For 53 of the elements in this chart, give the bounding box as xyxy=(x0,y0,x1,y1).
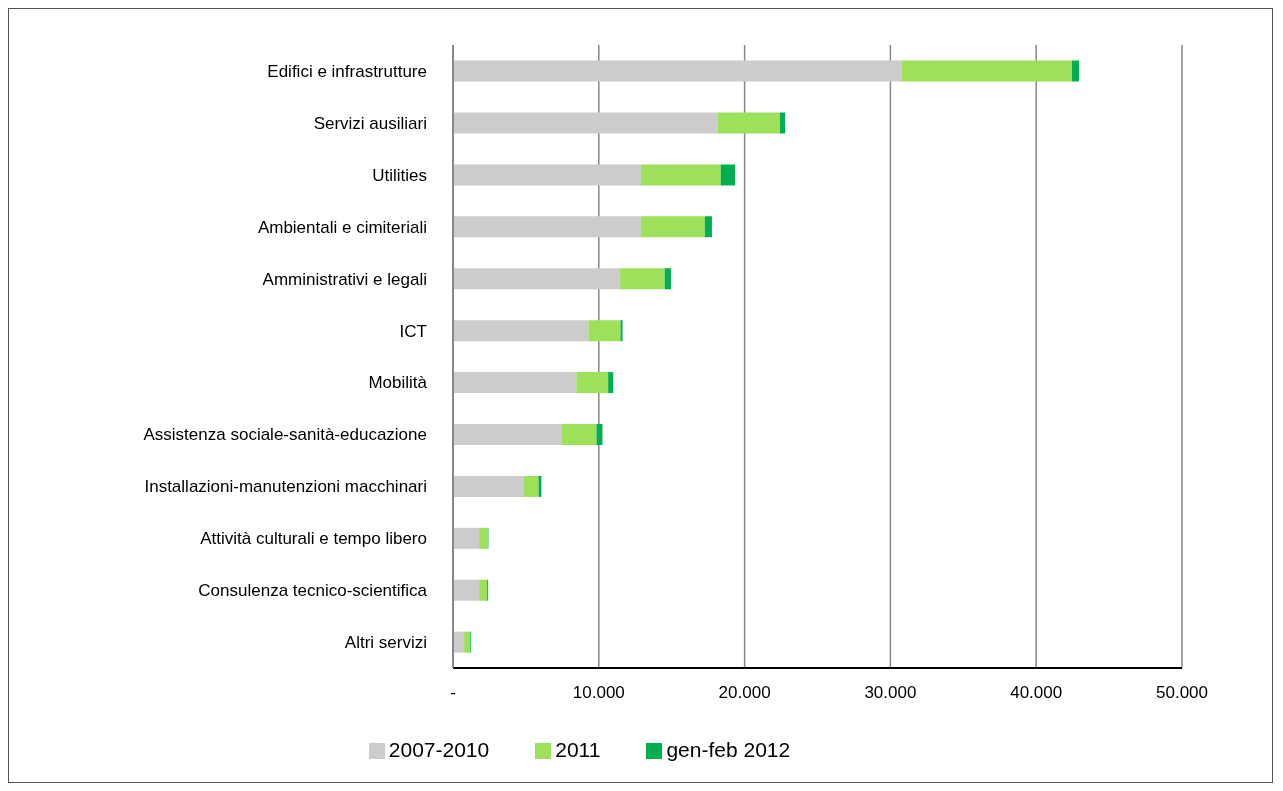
x-tick-label: 30.000 xyxy=(864,683,917,703)
bar xyxy=(608,372,614,394)
y-tick-label: Servizi ausiliari xyxy=(313,113,427,133)
bar xyxy=(901,60,1072,82)
x-tick-label: 10.000 xyxy=(572,683,625,703)
x-tick-label: 50.000 xyxy=(1156,683,1208,703)
bar xyxy=(453,320,589,342)
bar xyxy=(596,423,603,445)
bar xyxy=(453,268,621,290)
bar xyxy=(453,164,641,186)
bar xyxy=(453,475,524,497)
bar xyxy=(640,216,705,238)
bar xyxy=(453,423,562,445)
bar xyxy=(640,164,721,186)
bar xyxy=(1071,60,1080,82)
bar xyxy=(576,372,609,394)
bar xyxy=(717,112,781,134)
x-tick-label: - xyxy=(450,683,456,703)
y-tick-label: Installazioni-manutenzioni macchinari xyxy=(144,477,427,497)
bar xyxy=(620,268,665,290)
bar xyxy=(479,527,488,549)
legend-label: 2007-2010 xyxy=(388,738,490,761)
x-tick-label: 20.000 xyxy=(718,683,771,703)
legend-label: gen-feb 2012 xyxy=(666,738,791,761)
bar xyxy=(588,320,621,342)
y-tick-label: Mobilità xyxy=(368,373,428,393)
bar xyxy=(453,631,465,653)
y-tick-label: Amministrativi e legali xyxy=(262,269,427,289)
bar xyxy=(523,475,539,497)
bar xyxy=(479,579,488,601)
bar xyxy=(561,423,597,445)
bar xyxy=(464,631,471,653)
bar xyxy=(453,372,577,394)
y-tick-label: Utilities xyxy=(372,165,427,185)
bar xyxy=(453,216,641,238)
y-tick-label: Altri servizi xyxy=(344,633,427,653)
legend-label: 2011 xyxy=(555,738,601,761)
bar xyxy=(704,216,712,238)
bar xyxy=(720,164,736,186)
y-tick-label: Ambientali e cimiteriali xyxy=(257,217,427,237)
y-tick-label: Consulenza tecnico-scientifica xyxy=(198,581,428,601)
bar xyxy=(453,112,718,134)
bar xyxy=(453,579,480,601)
bar xyxy=(664,268,671,290)
y-tick-label: ICT xyxy=(399,321,427,341)
bar xyxy=(620,320,623,342)
y-tick-label: Edifici e infrastrutture xyxy=(267,61,427,81)
bar xyxy=(453,60,902,82)
bar xyxy=(780,112,786,134)
bar xyxy=(453,527,480,549)
x-tick-label: 40.000 xyxy=(1010,683,1063,703)
y-tick-label: Assistenza sociale-sanità-educazione xyxy=(143,425,427,445)
y-tick-label: Attività culturali e tempo libero xyxy=(200,529,427,549)
